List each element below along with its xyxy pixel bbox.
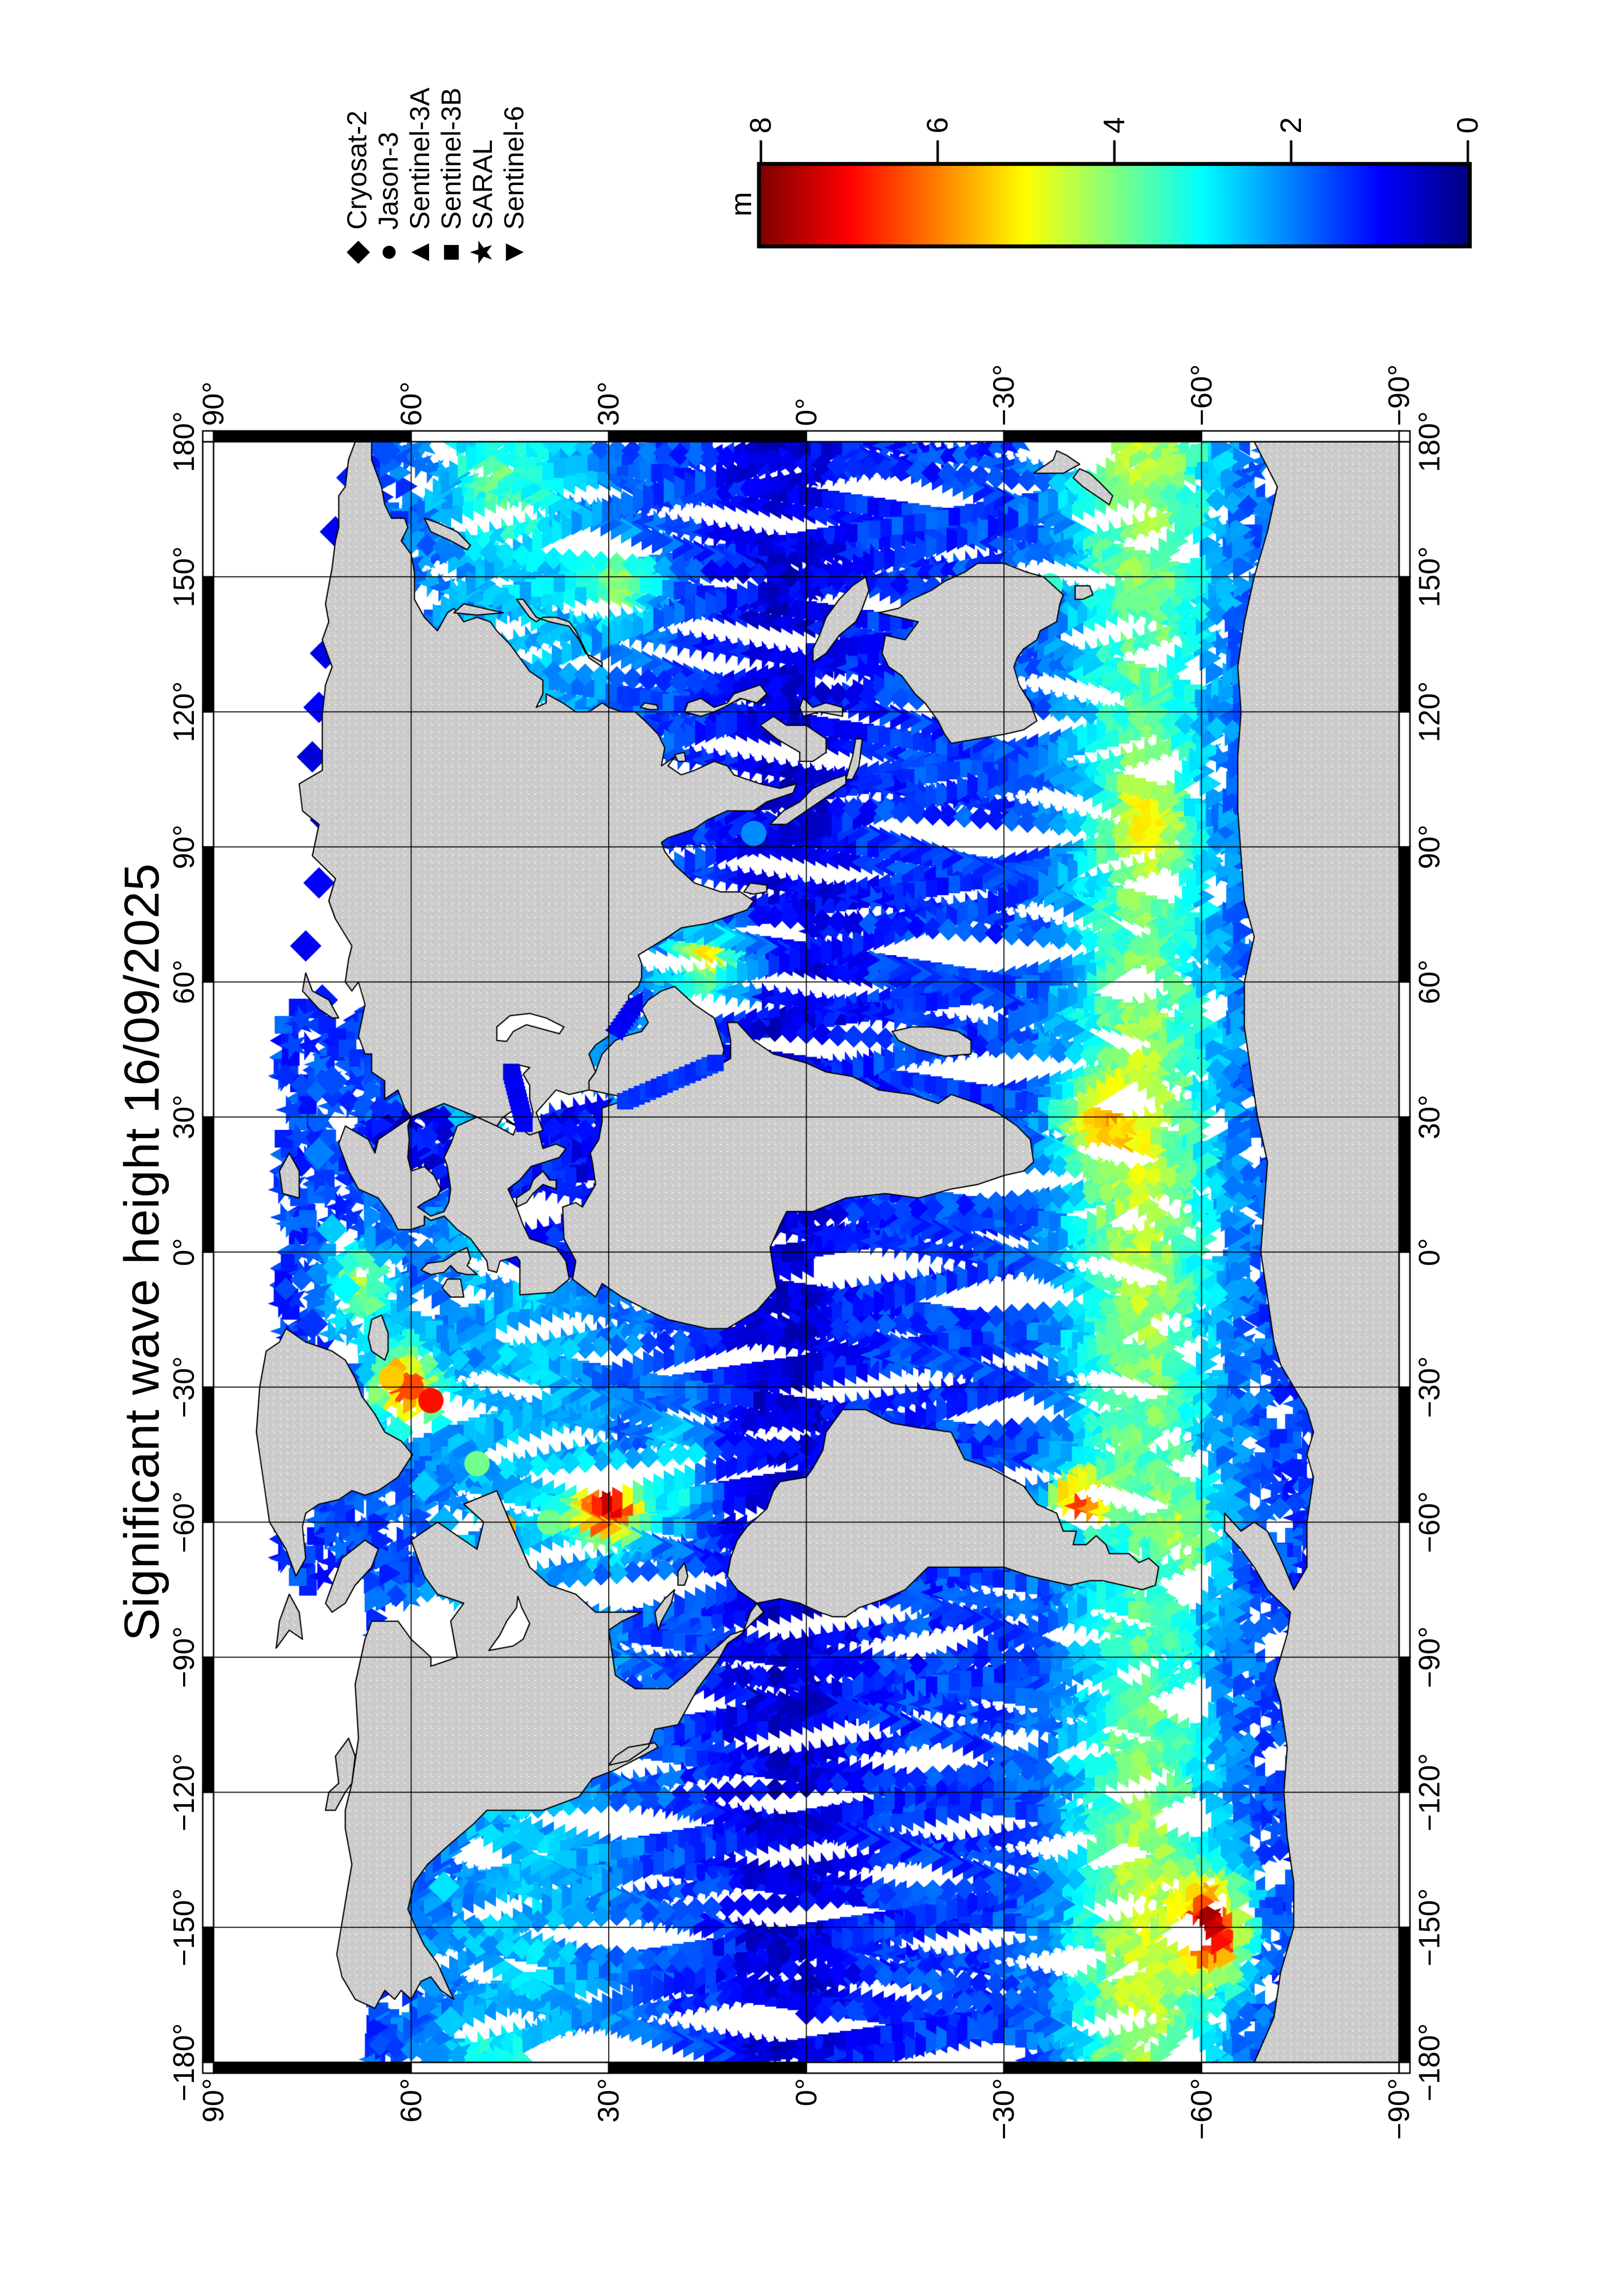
satellite-legend: ◆ Cryosat-2 ● Jason-3 ▲ Sentinel-3A ■ Sentinel-… — [339, 87, 530, 275]
plot-title: Significant wave height 16/09/2025 — [114, 863, 169, 1641]
lon-tick-label-top-180: 180° — [167, 411, 200, 473]
lon-tick-label-bottom-60: 60° — [1413, 960, 1446, 1005]
legend-entry-saral: ★ SARAL — [465, 87, 499, 275]
lon-tick-label-top-90: 90° — [167, 825, 200, 869]
sentinel-6-symbol-triangle-down-icon: ▼ — [496, 237, 530, 267]
lat-tick-label-right-0: 0° — [789, 398, 823, 426]
lon-tick-label-bottom--30: −30° — [1413, 1356, 1446, 1418]
sentinel-3a-symbol-triangle-up-icon: ▲ — [402, 237, 436, 267]
cryosat-2-symbol-diamond-icon: ◆ — [339, 240, 373, 264]
legend-label-saral: SARAL — [466, 139, 498, 230]
legend-label-jason-3: Jason-3 — [372, 132, 404, 230]
lon-tick-label-top--150: −150° — [167, 1888, 200, 1967]
lon-tick-label-top-150: 150° — [167, 546, 200, 608]
lon-tick-label-bottom-0: 0° — [1413, 1238, 1446, 1266]
saral-symbol-star-icon: ★ — [465, 239, 499, 266]
lon-tick-label-bottom-30: 30° — [1413, 1095, 1446, 1140]
lat-tick-label-left--30: −30° — [987, 2078, 1020, 2140]
lat-tick-label-right--60: −60° — [1185, 364, 1218, 426]
lat-tick-label-left-0: 0° — [789, 2078, 823, 2107]
legend-label-sentinel-3a: Sentinel-3A — [404, 87, 435, 230]
lon-tick-label-bottom--90: −90° — [1413, 1626, 1446, 1688]
legend-entry-cryosat-2: ◆ Cryosat-2 — [339, 87, 373, 275]
lon-tick-label-bottom--60: −60° — [1413, 1491, 1446, 1553]
lat-tick-label-left-60: 60° — [394, 2078, 428, 2123]
lat-tick-label-right-60: 60° — [394, 381, 428, 426]
lon-tick-label-top-60: 60° — [167, 960, 200, 1005]
lon-tick-label-top--60: −60° — [167, 1491, 200, 1553]
lon-tick-label-bottom--120: −120° — [1413, 1753, 1446, 1832]
lat-tick-label-left--90: −90° — [1382, 2078, 1415, 2140]
legend-label-sentinel-3b: Sentinel-3B — [435, 87, 466, 230]
lon-tick-label-bottom-90: 90° — [1413, 825, 1446, 869]
lon-tick-label-bottom--150: −150° — [1413, 1888, 1446, 1967]
lat-tick-label-right--90: −90° — [1382, 364, 1415, 426]
lon-tick-label-top-0: 0° — [167, 1238, 200, 1266]
lon-tick-label-top-120: 120° — [167, 681, 200, 743]
legend-entry-jason-3: ● Jason-3 — [371, 87, 405, 275]
lon-tick-label-bottom--180: −180° — [1413, 2023, 1446, 2102]
lat-tick-label-right-90: 90° — [197, 381, 230, 426]
lat-tick-label-right-30: 30° — [592, 381, 625, 426]
lon-tick-label-top-30: 30° — [167, 1095, 200, 1140]
lat-tick-label-right--30: −30° — [987, 364, 1020, 426]
legend-entry-sentinel-6: ▼ Sentinel-6 — [496, 87, 530, 275]
jason-3-symbol-circle-icon: ● — [371, 243, 405, 262]
lon-tick-label-top--180: −180° — [167, 2023, 200, 2102]
lat-tick-label-left--60: −60° — [1185, 2078, 1218, 2140]
legend-label-sentinel-6: Sentinel-6 — [498, 106, 529, 230]
lon-tick-label-top--90: −90° — [167, 1626, 200, 1688]
legend-entry-sentinel-3a: ▲ Sentinel-3A — [402, 87, 436, 275]
colorbar-tick-label-4: 4 — [1098, 117, 1131, 133]
legend-label-cryosat-2: Cryosat-2 — [341, 110, 372, 230]
colorbar-unit-label: m — [725, 192, 757, 216]
lat-tick-label-left-30: 30° — [592, 2078, 625, 2123]
lon-tick-label-bottom-120: 120° — [1413, 681, 1446, 743]
colorbar-tick-label-6: 6 — [921, 117, 954, 133]
lon-tick-label-bottom-150: 150° — [1413, 546, 1446, 608]
colorbar-tick-label-8: 8 — [744, 117, 777, 133]
sentinel-3b-symbol-square-icon: ■ — [433, 243, 467, 262]
lat-tick-label-left-90: 90° — [197, 2078, 230, 2123]
lon-tick-label-top--30: −30° — [167, 1356, 200, 1418]
colorbar-tick-label-2: 2 — [1274, 117, 1307, 133]
colorbar-tick-label-0: 0 — [1451, 117, 1484, 133]
lon-tick-label-bottom-180: 180° — [1413, 411, 1446, 473]
lon-tick-label-top--120: −120° — [167, 1753, 200, 1832]
legend-entry-sentinel-3b: ■ Sentinel-3B — [433, 87, 467, 275]
